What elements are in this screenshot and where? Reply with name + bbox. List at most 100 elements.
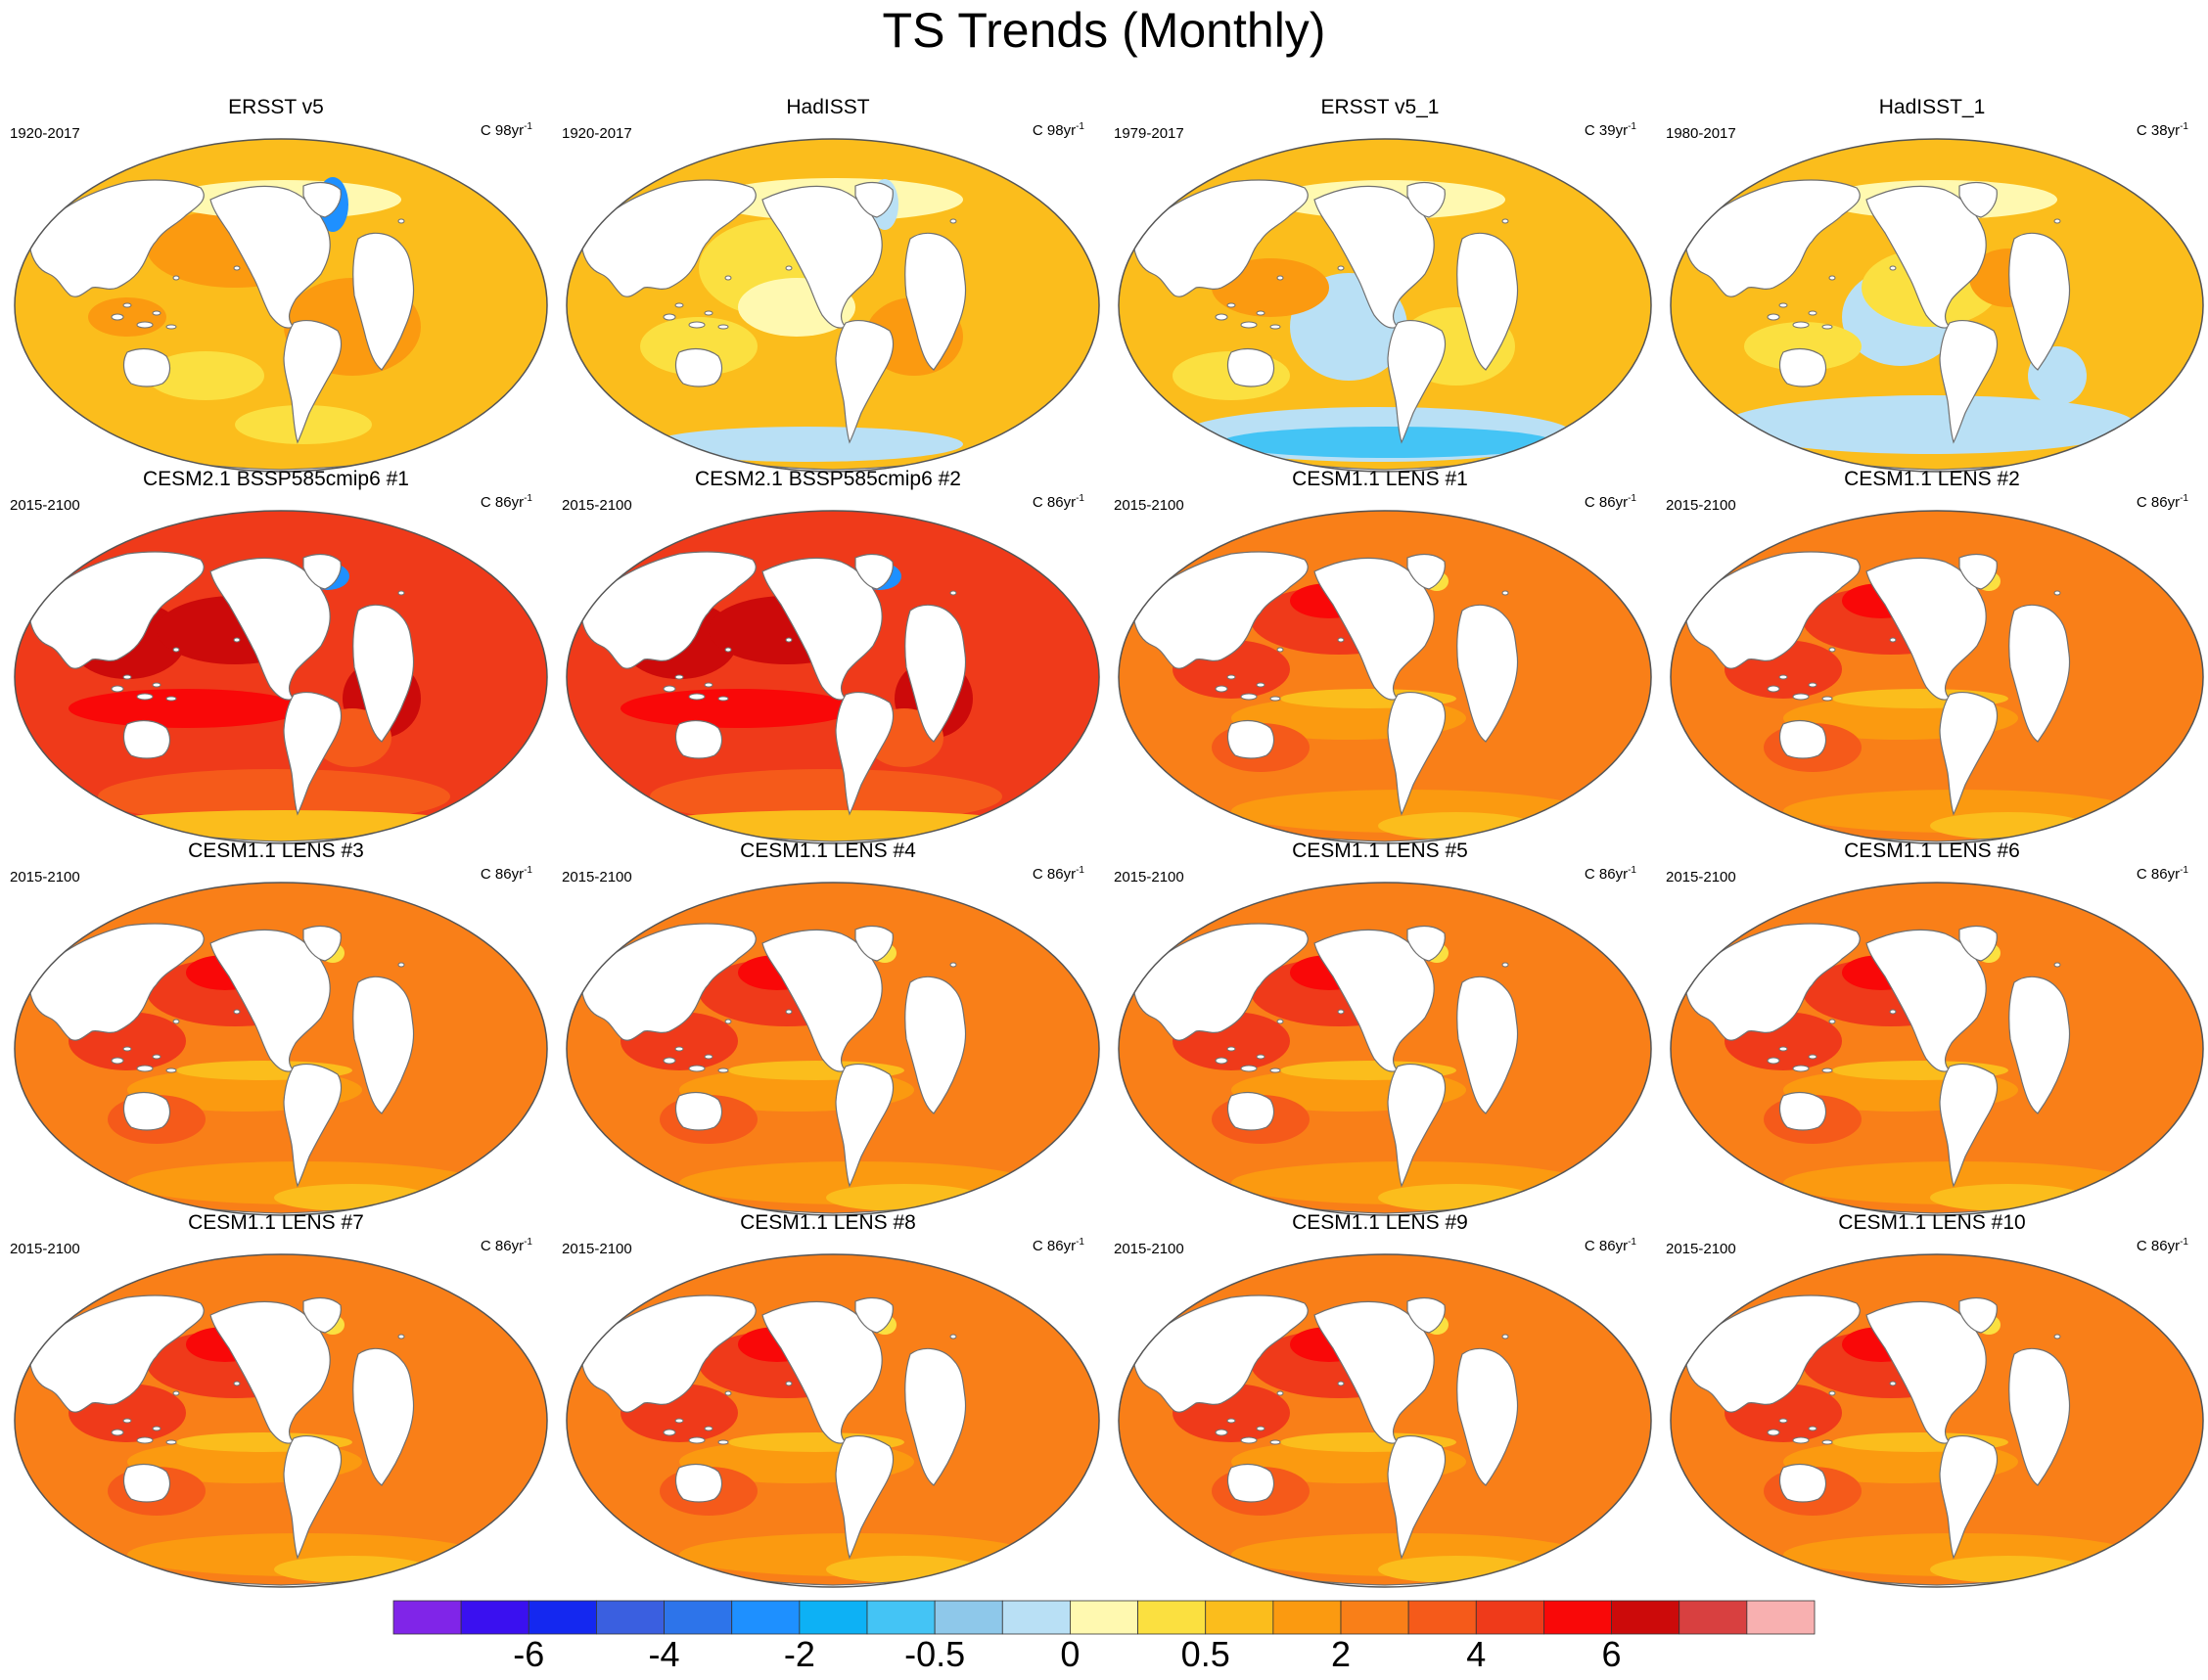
trend-contour-region: [1744, 322, 1862, 371]
island: [1792, 693, 1810, 701]
island: [724, 1390, 732, 1396]
island: [1792, 1436, 1810, 1444]
island: [663, 1057, 676, 1065]
island: [1240, 321, 1258, 329]
trend-contour-region: [147, 351, 264, 400]
landmass: [1456, 604, 1519, 743]
island: [1226, 302, 1236, 308]
landmass: [302, 925, 342, 962]
island: [152, 682, 161, 688]
landmass: [352, 232, 415, 371]
landmass: [904, 976, 967, 1114]
island: [704, 310, 713, 316]
landmass: [1387, 1434, 1447, 1560]
landmass: [1939, 691, 1999, 816]
island: [663, 313, 676, 321]
trend-contour-region: [650, 769, 1002, 824]
panel-10: CESM1.1 LENS #4 2015-2100 C 86yr-1: [552, 840, 1104, 1216]
island: [724, 275, 732, 281]
island: [136, 693, 154, 701]
colorbar-tick-label: 0: [1060, 1634, 1081, 1674]
landmass: [1939, 1063, 1999, 1188]
island: [1215, 313, 1228, 321]
panel-units: C 39yr-1: [1584, 121, 1636, 139]
map-panel-10: [566, 882, 1100, 1216]
landmass: [122, 719, 171, 759]
landmass: [28, 179, 205, 297]
island: [949, 590, 957, 596]
island: [1337, 265, 1345, 271]
colorbar-swatch: [799, 1600, 868, 1635]
island: [1778, 302, 1788, 308]
panel-units: C 86yr-1: [1584, 493, 1636, 511]
map-panel-16: [1670, 1253, 2204, 1588]
island: [949, 962, 957, 968]
trend-contour-region: [1378, 1556, 1535, 1583]
colorbar-swatch: [1611, 1600, 1680, 1635]
island: [1767, 1429, 1780, 1436]
map-border: [1118, 882, 1652, 1216]
landmass: [1406, 553, 1446, 590]
map-border: [566, 1253, 1100, 1588]
island: [1501, 590, 1509, 596]
island: [1215, 685, 1228, 693]
colorbar-tick-label: -2: [783, 1634, 815, 1674]
landmass: [835, 691, 895, 816]
panel-years: 2015-2100: [1114, 869, 1184, 885]
trend-contour-region: [274, 1184, 431, 1211]
island: [1256, 1054, 1265, 1060]
map-panel-15: [1118, 1253, 1652, 1588]
trend-contour-region: [1930, 1556, 2087, 1583]
island: [717, 1067, 729, 1073]
island: [1808, 1426, 1817, 1431]
landmass: [302, 181, 342, 218]
landmass: [1406, 925, 1446, 962]
colorbar-swatch: [1475, 1600, 1544, 1635]
colorbar-swatch: [866, 1600, 936, 1635]
trend-contour-region: [1221, 427, 1554, 458]
island: [233, 265, 241, 271]
island: [233, 1381, 241, 1386]
panel-title: CESM1.1 LENS #10: [1838, 1211, 2026, 1234]
trend-contour-region: [1930, 812, 2087, 840]
island: [1501, 1334, 1509, 1339]
island: [1240, 1065, 1258, 1072]
panel-title: CESM1.1 LENS #7: [188, 1211, 364, 1234]
island: [1269, 1439, 1281, 1445]
panel-2: HadISST 1920-2017 C 98yr-1: [552, 96, 1104, 473]
island: [2053, 1334, 2061, 1339]
trend-contour-region: [640, 810, 1032, 841]
island: [172, 1390, 180, 1396]
island: [949, 218, 957, 224]
island: [1821, 1439, 1833, 1445]
landmass: [2008, 604, 2071, 743]
landmass: [1132, 1294, 1309, 1413]
island: [397, 218, 405, 224]
landmass: [1226, 347, 1275, 387]
island: [136, 1065, 154, 1072]
panel-years: 2015-2100: [562, 869, 632, 885]
panel-title: HadISST_1: [1878, 96, 1986, 118]
trend-contour-region: [826, 1184, 983, 1211]
island: [717, 1439, 729, 1445]
island: [785, 1009, 793, 1015]
trend-contour-region: [98, 769, 450, 824]
landmass: [854, 553, 894, 590]
island: [1337, 1009, 1345, 1015]
landmass: [674, 347, 723, 387]
panel-title: ERSST v5_1: [1320, 96, 1440, 118]
landmass: [283, 1434, 343, 1560]
landmass: [1684, 923, 1861, 1041]
colorbar-swatch: [528, 1600, 597, 1635]
panel-4: HadISST_1 1980-2017 C 38yr-1: [1656, 96, 2208, 473]
panel-years: 2015-2100: [562, 1241, 632, 1257]
panel-years: 1979-2017: [1114, 125, 1184, 142]
trend-contour-region: [640, 317, 758, 376]
panel-title: HadISST: [786, 96, 870, 118]
map-panel-1: [14, 138, 548, 473]
island: [663, 685, 676, 693]
panel-title: CESM1.1 LENS #4: [740, 840, 916, 862]
map-panel-9: [14, 882, 548, 1216]
panel-units: C 86yr-1: [480, 865, 532, 883]
colorbar-swatch: [1001, 1600, 1071, 1635]
